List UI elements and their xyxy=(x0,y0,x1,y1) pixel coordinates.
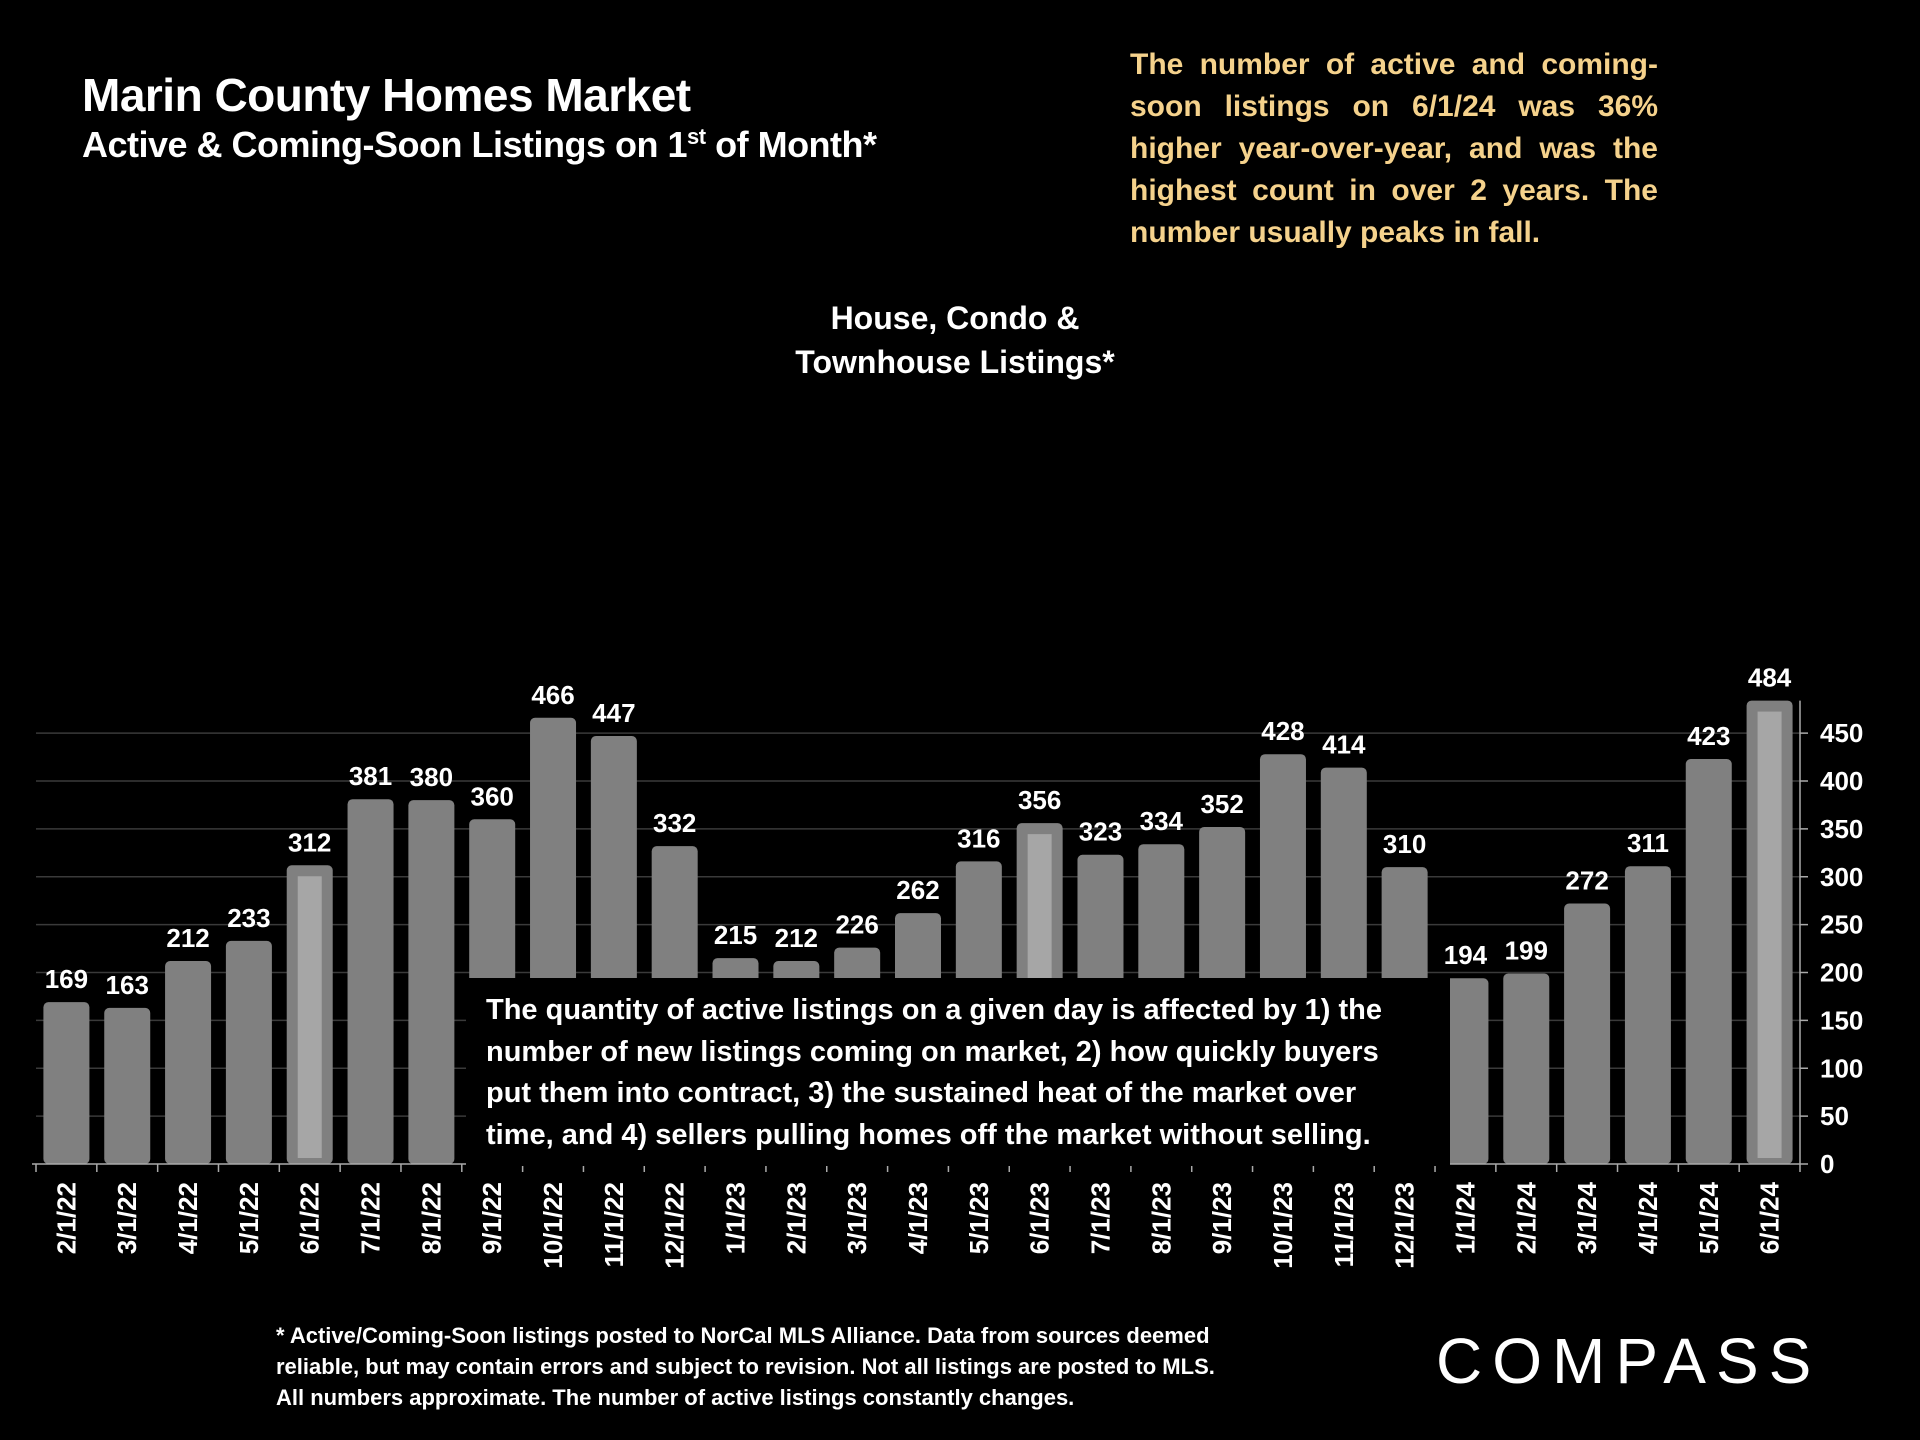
data-label: 212 xyxy=(166,923,209,953)
x-tick-label: 2/1/24 xyxy=(1511,1181,1541,1254)
data-label: 215 xyxy=(714,920,757,950)
data-label: 428 xyxy=(1261,716,1304,746)
x-tick-label: 7/1/23 xyxy=(1085,1182,1115,1254)
data-label: 312 xyxy=(288,827,331,857)
x-tick-label: 9/1/23 xyxy=(1207,1182,1237,1254)
footnote: * Active/Coming-Soon listings posted to … xyxy=(276,1320,1306,1413)
data-label: 323 xyxy=(1079,817,1122,847)
data-label: 352 xyxy=(1200,789,1243,819)
data-label: 423 xyxy=(1687,721,1730,751)
bar xyxy=(104,1007,151,1164)
y-tick-label: 400 xyxy=(1820,766,1863,796)
explanatory-note: The quantity of active listings on a giv… xyxy=(466,978,1450,1166)
data-label: 310 xyxy=(1383,829,1426,859)
subtitle-end: of Month* xyxy=(705,124,877,165)
footnote-line-2: reliable, but may contain errors and sub… xyxy=(276,1354,1215,1379)
bar xyxy=(1624,866,1671,1164)
y-tick-label: 0 xyxy=(1820,1149,1834,1179)
x-tick-label: 5/1/24 xyxy=(1694,1181,1724,1254)
data-label: 356 xyxy=(1018,785,1061,815)
subtitle-superscript: st xyxy=(687,124,706,149)
x-tick-label: 1/1/23 xyxy=(721,1182,751,1254)
x-tick-label: 9/1/22 xyxy=(477,1182,507,1254)
x-tick-label: 4/1/24 xyxy=(1633,1181,1663,1254)
y-tick-label: 100 xyxy=(1820,1053,1863,1083)
bar xyxy=(347,799,394,1164)
compass-logo: COMPASS xyxy=(1436,1325,1822,1397)
x-tick-label: 10/1/22 xyxy=(538,1182,568,1269)
chart-title: Marin County Homes Market xyxy=(82,69,691,121)
x-tick-label: 3/1/22 xyxy=(112,1182,142,1254)
data-label: 316 xyxy=(957,823,1000,853)
data-label: 381 xyxy=(349,761,392,791)
bar xyxy=(1564,903,1611,1164)
data-label: 262 xyxy=(896,875,939,905)
bar-highlight xyxy=(1757,711,1782,1158)
bar xyxy=(408,800,455,1164)
x-tick-label: 3/1/23 xyxy=(842,1182,872,1254)
data-label: 199 xyxy=(1505,935,1548,965)
data-label: 311 xyxy=(1627,828,1669,858)
data-label: 233 xyxy=(227,903,270,933)
x-tick-label: 3/1/24 xyxy=(1572,1181,1602,1254)
footnote-line-1: * Active/Coming-Soon listings posted to … xyxy=(276,1323,1210,1348)
bar xyxy=(1685,758,1732,1164)
data-labels: 169 163 212 233 312 381 380 360 466 447 332 215 212 2… xyxy=(45,663,1792,1000)
x-tick-label: 12/1/23 xyxy=(1390,1182,1420,1269)
data-label: 169 xyxy=(45,964,88,994)
y-tick-label: 50 xyxy=(1820,1101,1849,1131)
data-label: 484 xyxy=(1748,663,1792,693)
x-tick-label: 6/1/22 xyxy=(295,1182,325,1254)
y-tick-label: 300 xyxy=(1820,862,1863,892)
x-tick-label: 4/1/22 xyxy=(173,1182,203,1254)
data-label: 332 xyxy=(653,808,696,838)
data-label: 163 xyxy=(106,970,149,1000)
y-tick-label: 450 xyxy=(1820,718,1863,748)
y-tick-label: 250 xyxy=(1820,910,1863,940)
data-label: 212 xyxy=(775,923,818,953)
bar xyxy=(43,1002,90,1164)
x-tick-label: 6/1/24 xyxy=(1755,1181,1785,1254)
x-tick-label: 8/1/23 xyxy=(1146,1182,1176,1254)
listing-type-label: House, Condo & Townhouse Listings* xyxy=(760,296,1150,384)
x-tick-label: 12/1/22 xyxy=(660,1182,690,1269)
x-tick-label: 11/1/22 xyxy=(599,1182,629,1267)
x-tick-label: 7/1/22 xyxy=(356,1182,386,1254)
listing-type-line-2: Townhouse Listings* xyxy=(795,344,1115,380)
axes: 0 50 100 150 200 250 300 350 400 450 2/1/22 3/1/22 4… xyxy=(32,700,1863,1269)
data-label: 414 xyxy=(1322,730,1366,760)
data-label: 194 xyxy=(1444,940,1488,970)
y-tick-label: 200 xyxy=(1820,958,1863,988)
data-label: 380 xyxy=(410,762,453,792)
x-tick-label: 8/1/22 xyxy=(416,1182,446,1254)
x-tick-label: 1/1/24 xyxy=(1450,1181,1480,1254)
footnote-line-3: All numbers approximate. The number of a… xyxy=(276,1385,1075,1410)
x-tick-label: 2/1/23 xyxy=(781,1182,811,1254)
data-label: 466 xyxy=(531,680,574,710)
x-tick-label: 5/1/23 xyxy=(964,1182,994,1254)
x-tick-label: 10/1/23 xyxy=(1268,1182,1298,1269)
data-label: 272 xyxy=(1565,866,1608,896)
chart-subtitle: Active & Coming-Soon Listings on 1st of … xyxy=(82,124,877,166)
y-tick-label: 350 xyxy=(1820,814,1863,844)
x-tick-label: 6/1/23 xyxy=(1025,1182,1055,1254)
bar xyxy=(1503,973,1550,1164)
data-label: 334 xyxy=(1140,806,1184,836)
x-tick-label: 5/1/22 xyxy=(234,1182,264,1254)
listing-type-line-1: House, Condo & xyxy=(830,300,1080,336)
subtitle-main: Active & Coming-Soon Listings on 1 xyxy=(82,124,688,165)
bar-highlight xyxy=(297,876,322,1158)
x-tick-label: 11/1/23 xyxy=(1329,1182,1359,1267)
x-tick-label: 2/1/22 xyxy=(51,1182,81,1254)
bar xyxy=(1442,978,1489,1164)
yoy-annotation: The number of active and coming-soon lis… xyxy=(1130,48,1658,249)
y-tick-label: 150 xyxy=(1820,1005,1863,1035)
data-label: 447 xyxy=(592,698,635,728)
data-label: 360 xyxy=(471,781,514,811)
data-label: 226 xyxy=(835,910,878,940)
x-tick-label: 4/1/23 xyxy=(903,1182,933,1254)
bar xyxy=(165,961,212,1164)
bar xyxy=(225,940,272,1164)
